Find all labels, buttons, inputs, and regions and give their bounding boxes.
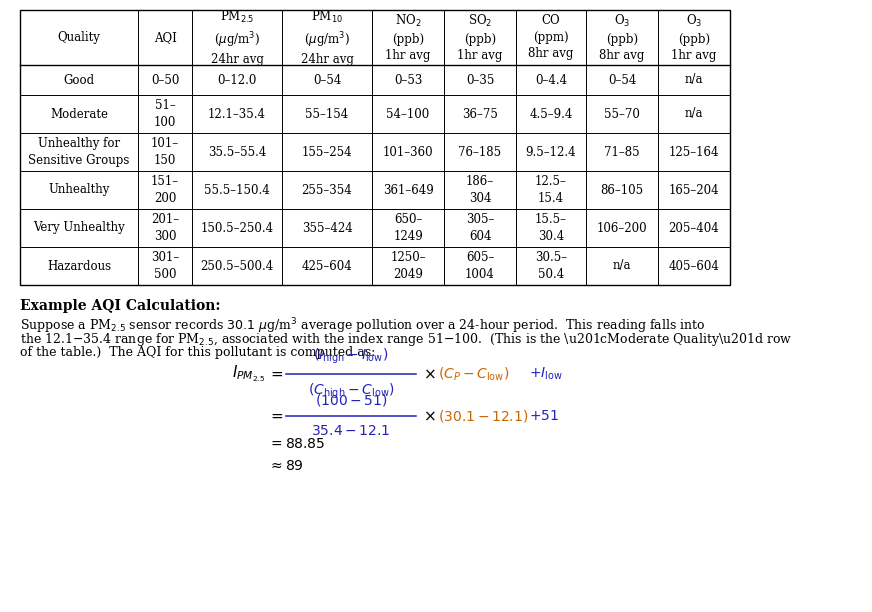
- Text: 0–53: 0–53: [394, 73, 422, 86]
- Text: 0–12.0: 0–12.0: [217, 73, 256, 86]
- Text: 55–154: 55–154: [305, 108, 349, 121]
- Text: 125–164: 125–164: [669, 146, 719, 159]
- Text: AQI: AQI: [153, 31, 176, 44]
- Text: 151–
200: 151– 200: [151, 175, 179, 205]
- Text: 0–35: 0–35: [466, 73, 494, 86]
- Text: Suppose a PM$_{2.5}$ sensor records $30.1$ $\mu$g/m$^3$ average pollution over a: Suppose a PM$_{2.5}$ sensor records $30.…: [20, 316, 705, 335]
- Text: 0–54: 0–54: [608, 73, 637, 86]
- Text: Unhealthy: Unhealthy: [48, 184, 110, 196]
- Text: Unhealthy for
Sensitive Groups: Unhealthy for Sensitive Groups: [28, 137, 130, 166]
- Text: 36–75: 36–75: [462, 108, 498, 121]
- Text: $35.4 - 12.1$: $35.4 - 12.1$: [311, 424, 391, 438]
- Text: 201–
300: 201– 300: [151, 213, 179, 243]
- Text: CO
(ppm)
8hr avg: CO (ppm) 8hr avg: [528, 15, 574, 61]
- Text: SO$_2$
(ppb)
1hr avg: SO$_2$ (ppb) 1hr avg: [457, 13, 502, 62]
- Text: 155–254: 155–254: [302, 146, 352, 159]
- Text: n/a: n/a: [685, 73, 703, 86]
- Text: 650–
1249: 650– 1249: [393, 213, 423, 243]
- Text: 30.5–
50.4: 30.5– 50.4: [535, 252, 567, 281]
- Text: $\times$: $\times$: [423, 408, 436, 424]
- Text: 165–204: 165–204: [669, 184, 719, 196]
- Text: 301–
500: 301– 500: [151, 252, 179, 281]
- Text: $(30.1 - 12.1)$: $(30.1 - 12.1)$: [438, 408, 528, 424]
- Text: 12.1–35.4: 12.1–35.4: [208, 108, 266, 121]
- Text: 150.5–250.4: 150.5–250.4: [201, 222, 274, 234]
- Text: 361–649: 361–649: [383, 184, 433, 196]
- Text: $+ I_{\mathrm{low}}$: $+ I_{\mathrm{low}}$: [529, 366, 563, 382]
- Text: 51–
100: 51– 100: [153, 99, 176, 129]
- Text: 0–50: 0–50: [151, 73, 179, 86]
- Bar: [20, 10, 730, 285]
- Text: 9.5–12.4: 9.5–12.4: [526, 146, 576, 159]
- Text: Moderate: Moderate: [50, 108, 108, 121]
- Text: 101–360: 101–360: [383, 146, 433, 159]
- Text: 425–604: 425–604: [302, 259, 352, 272]
- Text: 405–604: 405–604: [669, 259, 719, 272]
- Text: the 12.1$-$35.4 range for PM$_{2.5}$, associated with the index range 51$-$100. : the 12.1$-$35.4 range for PM$_{2.5}$, as…: [20, 331, 793, 348]
- Text: 205–404: 205–404: [669, 222, 719, 234]
- Text: n/a: n/a: [685, 108, 703, 121]
- Text: 101–
150: 101– 150: [151, 137, 179, 166]
- Text: 12.5–
15.4: 12.5– 15.4: [535, 175, 567, 205]
- Text: $(C_P - C_{\mathrm{low}})$: $(C_P - C_{\mathrm{low}})$: [438, 365, 509, 382]
- Text: 0–54: 0–54: [313, 73, 341, 86]
- Text: PM$_{2.5}$
($\mu$g/m$^3$)
24hr avg: PM$_{2.5}$ ($\mu$g/m$^3$) 24hr avg: [210, 9, 263, 66]
- Text: 35.5–55.4: 35.5–55.4: [208, 146, 266, 159]
- Text: 55–70: 55–70: [604, 108, 640, 121]
- Text: 106–200: 106–200: [596, 222, 647, 234]
- Text: 0–4.4: 0–4.4: [535, 73, 567, 86]
- Text: 250.5–500.4: 250.5–500.4: [201, 259, 274, 272]
- Text: Very Unhealthy: Very Unhealthy: [33, 222, 125, 234]
- Text: Hazardous: Hazardous: [47, 259, 111, 272]
- Text: 355–424: 355–424: [302, 222, 352, 234]
- Text: PM$_{10}$
($\mu$g/m$^3$)
24hr avg: PM$_{10}$ ($\mu$g/m$^3$) 24hr avg: [301, 9, 353, 66]
- Text: $= 88.85$: $= 88.85$: [268, 437, 325, 451]
- Text: 255–354: 255–354: [302, 184, 352, 196]
- Text: $(I_{\mathrm{high}} - I_{\mathrm{low}})$: $(I_{\mathrm{high}} - I_{\mathrm{low}})$: [313, 347, 389, 366]
- Text: n/a: n/a: [613, 259, 631, 272]
- Text: 15.5–
30.4: 15.5– 30.4: [535, 213, 567, 243]
- Text: $\times$: $\times$: [423, 367, 436, 381]
- Text: $=$: $=$: [268, 409, 284, 423]
- Text: 305–
604: 305– 604: [466, 213, 494, 243]
- Text: 605–
1004: 605– 1004: [465, 252, 495, 281]
- Text: O$_3$
(ppb)
8hr avg: O$_3$ (ppb) 8hr avg: [599, 13, 644, 62]
- Text: NO$_2$
(ppb)
1hr avg: NO$_2$ (ppb) 1hr avg: [385, 13, 431, 62]
- Text: $+ 51$: $+ 51$: [529, 409, 559, 423]
- Text: 4.5–9.4: 4.5–9.4: [529, 108, 573, 121]
- Text: 86–105: 86–105: [601, 184, 644, 196]
- Text: $I_{PM_{2.5}}$: $I_{PM_{2.5}}$: [232, 364, 265, 384]
- Text: 186–
304: 186– 304: [466, 175, 494, 205]
- Text: $=$: $=$: [268, 367, 284, 381]
- Text: $\approx 89$: $\approx 89$: [268, 459, 303, 473]
- Text: 55.5–150.4: 55.5–150.4: [204, 184, 269, 196]
- Text: Example AQI Calculation:: Example AQI Calculation:: [20, 299, 221, 313]
- Text: 1250–
2049: 1250– 2049: [390, 252, 426, 281]
- Text: $(100 - 51)$: $(100 - 51)$: [315, 392, 387, 408]
- Text: 76–185: 76–185: [459, 146, 501, 159]
- Text: 54–100: 54–100: [386, 108, 430, 121]
- Text: Quality: Quality: [58, 31, 100, 44]
- Text: $(C_{\mathrm{high}} - C_{\mathrm{low}})$: $(C_{\mathrm{high}} - C_{\mathrm{low}})$: [308, 382, 394, 401]
- Text: Good: Good: [64, 73, 94, 86]
- Text: of the table.)  The AQI for this pollutant is computed as:: of the table.) The AQI for this pollutan…: [20, 346, 375, 359]
- Text: 71–85: 71–85: [604, 146, 640, 159]
- Text: O$_3$
(ppb)
1hr avg: O$_3$ (ppb) 1hr avg: [671, 13, 717, 62]
